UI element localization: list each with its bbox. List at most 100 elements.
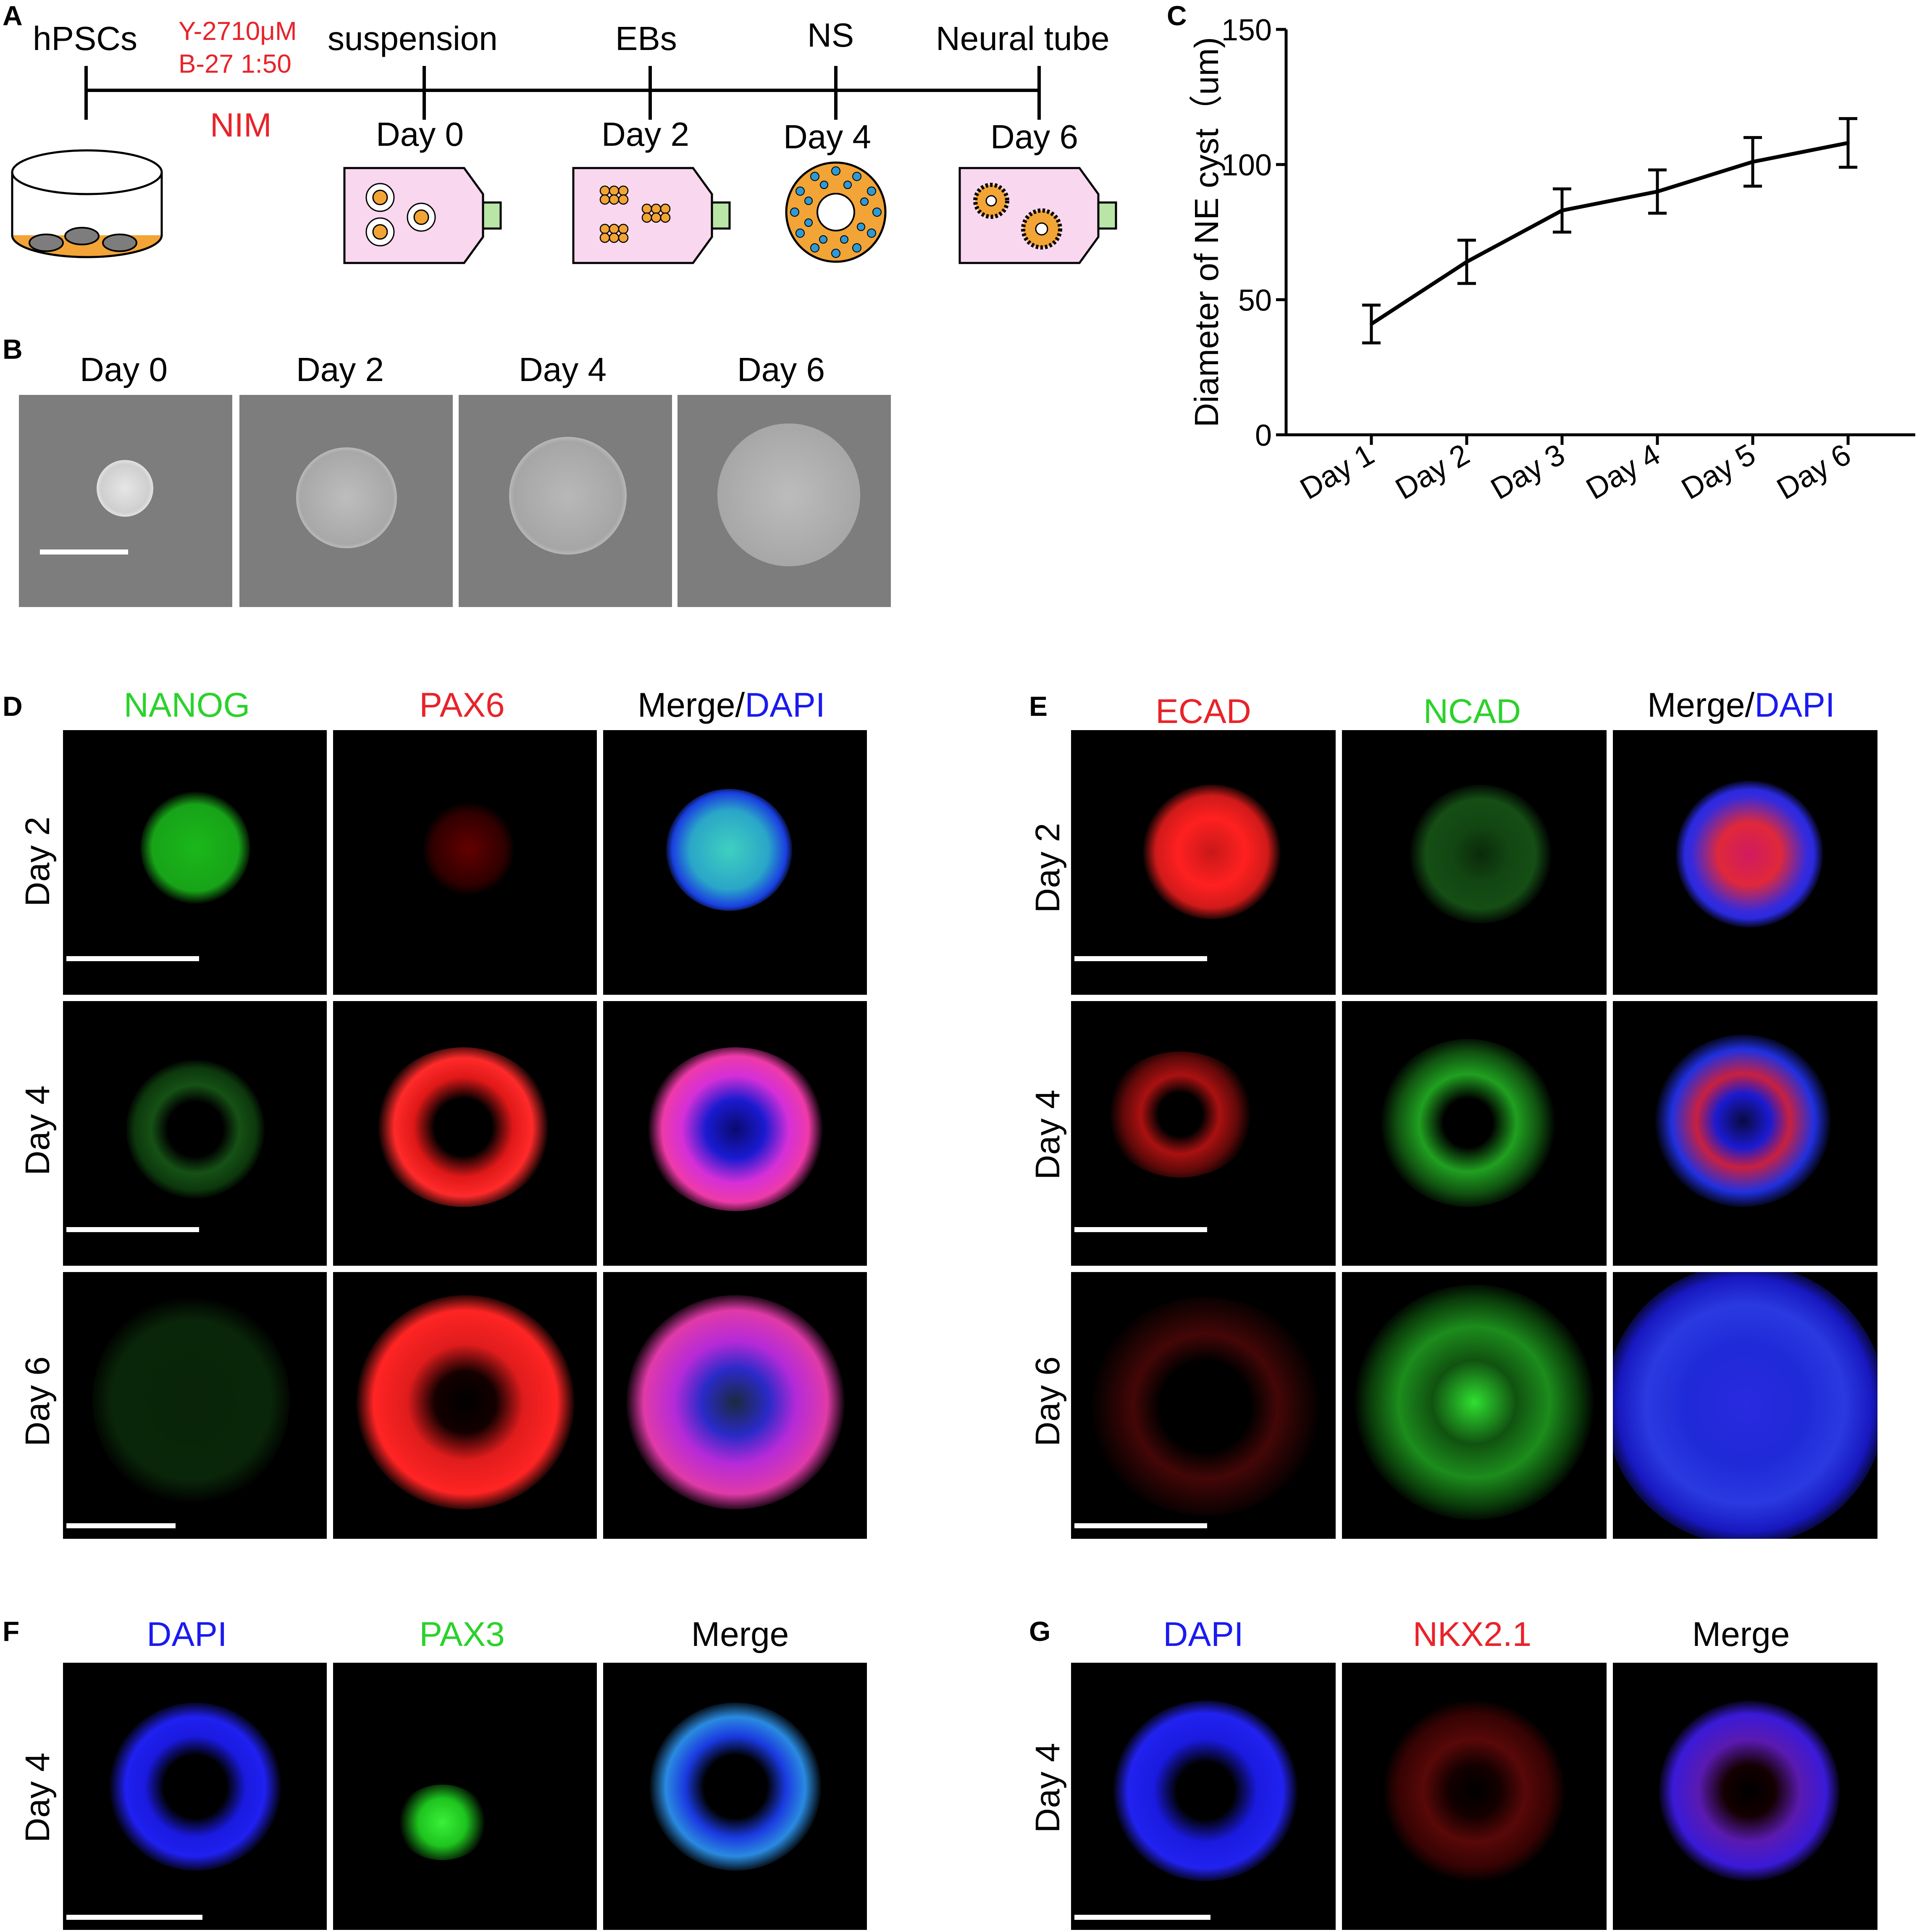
panel-letter-d: D (3, 691, 23, 722)
image-merge-day4 (1613, 1001, 1877, 1266)
scale-bar (1074, 1523, 1207, 1528)
image-ecad-day6 (1071, 1272, 1336, 1539)
image-merge-day2 (1613, 730, 1877, 995)
image-pax6-day4 (333, 1001, 597, 1266)
dapi-text: DAPI (1754, 686, 1835, 724)
merge-text: Merge/ (1647, 686, 1755, 724)
panel-letter-b: B (3, 334, 23, 365)
x-tick-label: Day 2 (1390, 438, 1475, 506)
image-ecad-day4 (1071, 1001, 1336, 1266)
col-label-merge-dapi: Merge/DAPI (1647, 688, 1835, 723)
phase-label-day0: Day 0 (80, 351, 168, 388)
scale-bar (1074, 956, 1207, 961)
data-point (1656, 190, 1659, 193)
flask-day2-icon (572, 167, 731, 264)
image-merge-day6 (603, 1272, 867, 1539)
image-pax3-day4 (333, 1663, 597, 1930)
data-point (1846, 141, 1850, 145)
y-axis-label: Diameter of NE cyst（um) (1188, 37, 1225, 427)
row-label-day4: Day 4 (18, 1085, 57, 1176)
col-label-dapi: DAPI (147, 1615, 227, 1653)
image-dapi-day4 (63, 1663, 327, 1930)
diameter-chart: 0 50 100 150 Day 1 Day 2 Day 3 Day 4 Day 5 Day 6 D… (1188, 13, 1915, 506)
phase-label-day2: Day 2 (296, 351, 384, 388)
stage-day-6: Day 6 (990, 118, 1078, 155)
scale-bar (40, 549, 128, 555)
image-merge-day4 (603, 1001, 867, 1266)
panel-letter-e: E (1029, 691, 1048, 722)
col-label-ncad: NCAD (1423, 692, 1521, 731)
stage-label-neural-tube: Neural tube (936, 20, 1110, 57)
stage-day-0: Day 0 (376, 116, 464, 153)
panel-letter-a: A (3, 0, 23, 31)
scale-bar (1074, 1915, 1210, 1920)
scale-bar (1074, 1227, 1207, 1232)
y-tick-label: 50 (1238, 284, 1272, 317)
row-label-day6: Day 6 (18, 1356, 57, 1447)
flask-day0-icon (343, 167, 502, 264)
col-label-ecad: ECAD (1155, 692, 1251, 731)
image-pax6-day6 (333, 1272, 597, 1539)
x-tick-label: Day 1 (1294, 438, 1380, 506)
phase-image-day6 (677, 395, 891, 607)
reagent-b27-label: B-27 1:50 (179, 50, 291, 79)
image-nkx21-day4 (1342, 1663, 1607, 1930)
hpscs-label: hPSCs (33, 20, 137, 57)
x-tick-label: Day 4 (1581, 438, 1666, 506)
phase-image-day0 (19, 395, 232, 607)
scale-bar (66, 1915, 202, 1920)
row-label-day4: Day 4 (18, 1752, 57, 1843)
phase-image-day2 (239, 395, 453, 607)
stage-label-ebs: EBs (615, 20, 677, 57)
image-merge-day4 (603, 1663, 867, 1930)
y-tick-label: 0 (1255, 419, 1272, 452)
col-label-merge: Merge (1692, 1615, 1790, 1653)
scale-bar (66, 1523, 176, 1528)
image-nanog-day2 (63, 730, 327, 995)
spheroid (97, 460, 153, 517)
col-label-pax3: PAX3 (419, 1615, 505, 1653)
spheroid (717, 423, 860, 566)
nim-medium-label: NIM (210, 106, 272, 144)
merge-text: Merge/ (638, 686, 745, 724)
x-tick-label: Day 6 (1771, 438, 1856, 506)
timeline-schematic (11, 66, 1117, 264)
row-label-day4: Day 4 (1029, 1089, 1067, 1180)
image-ncad-day2 (1342, 730, 1607, 995)
data-point (1751, 160, 1754, 164)
col-label-dapi: DAPI (1163, 1615, 1244, 1653)
col-label-nanog: NANOG (123, 686, 250, 724)
x-tick-label: Day 3 (1485, 438, 1570, 506)
scale-bar (66, 956, 199, 961)
image-ncad-day6 (1342, 1272, 1607, 1539)
image-pax6-day2 (333, 730, 597, 995)
panel-letter-c: C (1167, 0, 1187, 31)
data-point (1465, 260, 1468, 264)
series-line (1370, 141, 1848, 326)
image-dapi-day4 (1071, 1663, 1336, 1930)
neural-sphere-icon (785, 161, 887, 263)
col-label-nkx21: NKX2.1 (1413, 1615, 1532, 1653)
flask-day6-icon (958, 167, 1117, 264)
row-label-day4: Day 4 (1029, 1743, 1067, 1833)
image-ncad-day4 (1342, 1001, 1607, 1266)
image-ecad-day2 (1071, 730, 1336, 995)
col-label-merge-dapi: Merge/DAPI (638, 688, 825, 723)
col-label-pax6: PAX6 (419, 686, 505, 724)
image-merge-day4 (1613, 1663, 1877, 1930)
x-tick-label: Day 5 (1676, 438, 1761, 506)
scale-bar (66, 1227, 199, 1232)
stage-day-2: Day 2 (601, 116, 689, 153)
spheroid (509, 437, 627, 555)
data-point (1560, 209, 1564, 213)
panel-letter-g: G (1029, 1616, 1051, 1647)
image-merge-day6 (1613, 1272, 1877, 1539)
stage-label-ns: NS (807, 16, 854, 54)
y-tick-label: 100 (1221, 149, 1272, 182)
reagent-y27632-label: Y-2710μM (179, 17, 297, 46)
spheroid (296, 447, 397, 548)
y-tick-label: 150 (1221, 13, 1272, 47)
phase-label-day4: Day 4 (519, 351, 607, 388)
col-label-merge: Merge (691, 1615, 789, 1653)
image-nanog-day4 (63, 1001, 327, 1266)
